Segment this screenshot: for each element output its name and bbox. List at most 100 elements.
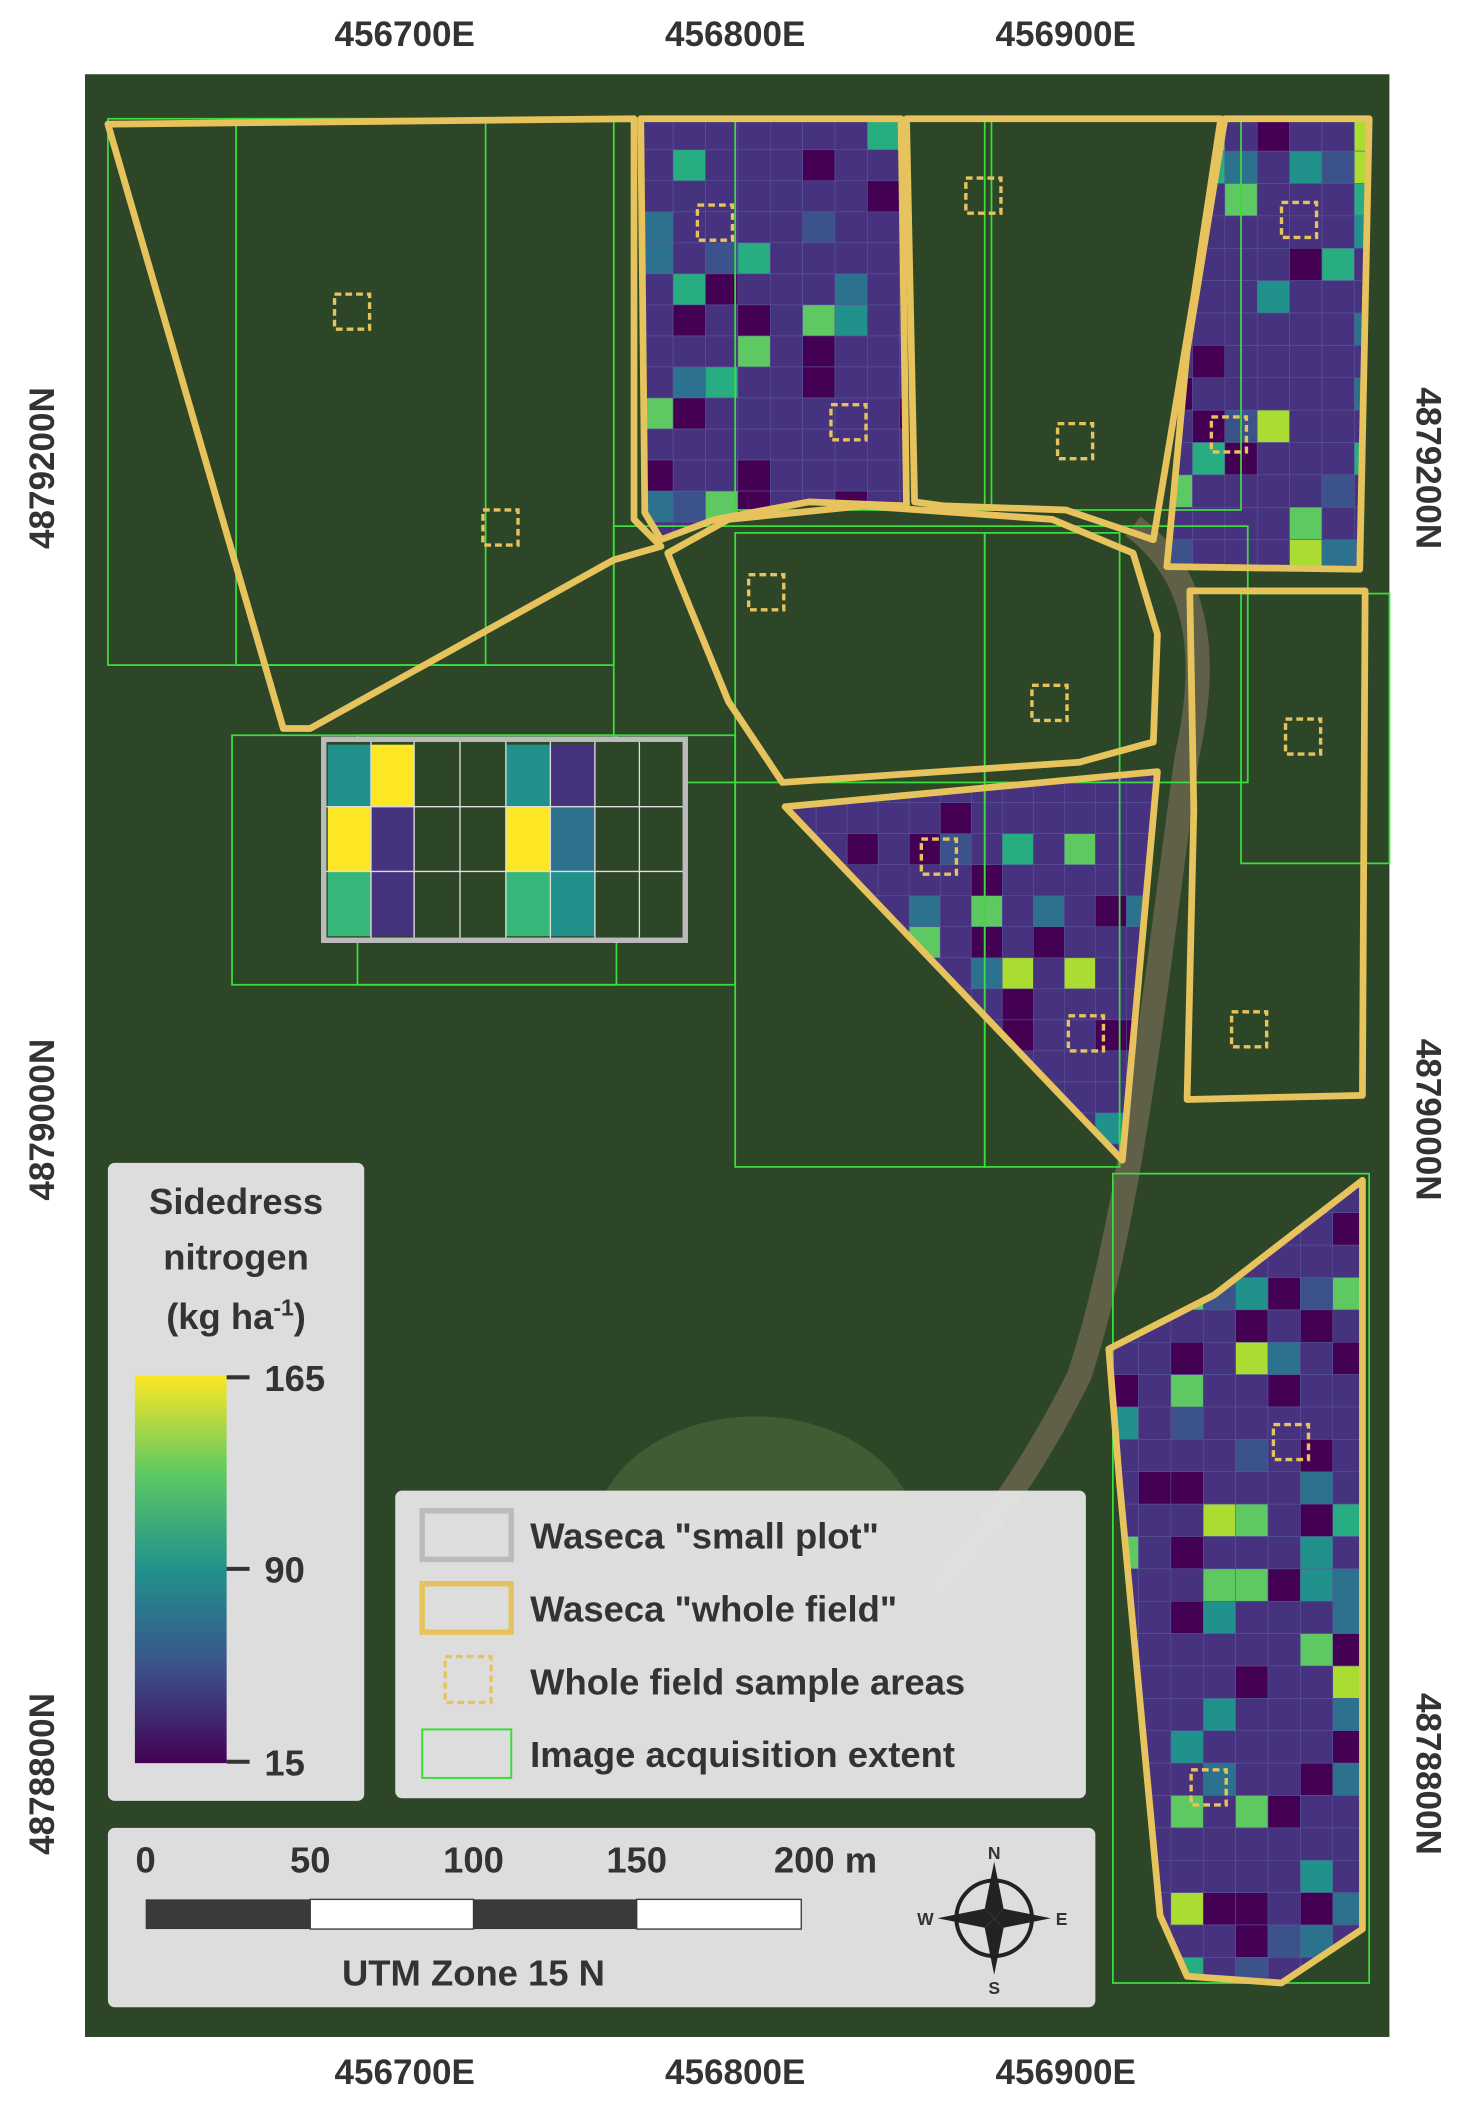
cell: [1267, 1730, 1301, 1764]
cell: [672, 459, 706, 492]
cell: [1235, 1374, 1269, 1408]
cell: [705, 149, 739, 182]
cell: [1095, 833, 1127, 865]
legend-entry: Waseca "whole field": [530, 1588, 897, 1629]
cell: [1289, 312, 1323, 346]
cell: [1170, 1471, 1204, 1505]
small-plot: [321, 736, 688, 943]
cell: [1256, 409, 1290, 443]
cell: [1321, 312, 1355, 346]
cell: [867, 211, 901, 244]
cell: [834, 335, 868, 368]
cell: [672, 118, 706, 151]
cell: [1267, 1600, 1301, 1634]
cell: [1235, 1924, 1269, 1958]
cell: [939, 895, 972, 928]
cell: [1202, 1924, 1236, 1958]
cell: [1202, 1471, 1236, 1505]
cell: [970, 957, 1003, 990]
cell: [769, 118, 803, 151]
cell: [769, 366, 803, 399]
cell: [1202, 1859, 1236, 1893]
cell: [1170, 1665, 1204, 1699]
cell: [1321, 409, 1355, 443]
cell: [1170, 1374, 1204, 1408]
cell: [877, 833, 910, 865]
legend-entry: Waseca "small plot": [530, 1516, 879, 1557]
cell: [1321, 183, 1355, 217]
cell: [1267, 1892, 1301, 1926]
scale-label: 150: [606, 1839, 667, 1880]
y-coord-label: 4878800N: [1408, 1693, 1447, 1855]
cell: [1300, 1827, 1334, 1861]
legend: Waseca "small plot" Waseca "whole field"…: [395, 1490, 1086, 1799]
cell: [1170, 1730, 1204, 1764]
cell: [1001, 988, 1034, 1021]
cell: [1235, 1795, 1269, 1829]
cell: [1001, 895, 1034, 928]
colorbar: [134, 1375, 227, 1764]
cell: [1321, 247, 1355, 281]
cell: [1033, 957, 1065, 990]
cell: [1001, 864, 1034, 897]
cell: [1256, 280, 1290, 314]
y-coord-label: 4879200N: [1408, 387, 1447, 549]
cell: [705, 304, 739, 337]
cell: [1300, 1277, 1334, 1311]
cell: [802, 335, 836, 368]
cell: [1033, 926, 1065, 959]
cell: [1095, 802, 1127, 834]
cell: [1267, 1762, 1301, 1796]
compass-e: E: [1056, 1909, 1068, 1929]
cell: [908, 895, 941, 928]
cell: [1192, 506, 1226, 540]
cell: [1321, 215, 1355, 249]
cell: [769, 211, 803, 244]
cell: [769, 273, 803, 306]
cell: [1001, 802, 1034, 834]
cell: [1170, 1827, 1204, 1861]
cell: [802, 459, 836, 492]
cell: [737, 397, 771, 430]
cell: [867, 397, 901, 430]
cell: [1202, 1730, 1236, 1764]
cell: [970, 864, 1003, 897]
cell: [1267, 1795, 1301, 1829]
cell: [705, 397, 739, 430]
cell: [1235, 1536, 1269, 1570]
cell: [1267, 1924, 1301, 1958]
scale-caption: UTM Zone 15 N: [342, 1953, 605, 1994]
cell: [1300, 1341, 1334, 1375]
cell: [1300, 1406, 1334, 1440]
cell: [1300, 1730, 1334, 1764]
cell: [1300, 1568, 1334, 1602]
compass-s: S: [988, 1978, 1000, 1998]
cell: [737, 211, 771, 244]
x-coord-label: 456800E: [665, 15, 805, 54]
cell: [1332, 1309, 1363, 1343]
cell: [1202, 1341, 1236, 1375]
cell: [1332, 1795, 1363, 1829]
cell: [1170, 1536, 1204, 1570]
cell: [834, 397, 868, 430]
cell: [1256, 506, 1290, 540]
cell: [640, 180, 674, 213]
cell: [834, 366, 868, 399]
cell: [1202, 1827, 1236, 1861]
cell: [1300, 1600, 1334, 1634]
cell: [1321, 150, 1355, 184]
cell: [1235, 1892, 1269, 1926]
cell: [1267, 1277, 1301, 1311]
cell: [1235, 1471, 1269, 1505]
cell: [1138, 1600, 1172, 1634]
road: [922, 516, 1210, 1601]
y-coord-label: 4879000N: [1408, 1039, 1447, 1201]
cell: [802, 180, 836, 213]
cell: [705, 366, 739, 399]
whole-field-boundaries: [104, 115, 1373, 1987]
cell: [769, 242, 803, 275]
cell: [970, 833, 1003, 865]
cell: [1192, 409, 1226, 443]
cell: [1332, 1244, 1363, 1278]
cell: [1300, 1374, 1334, 1408]
